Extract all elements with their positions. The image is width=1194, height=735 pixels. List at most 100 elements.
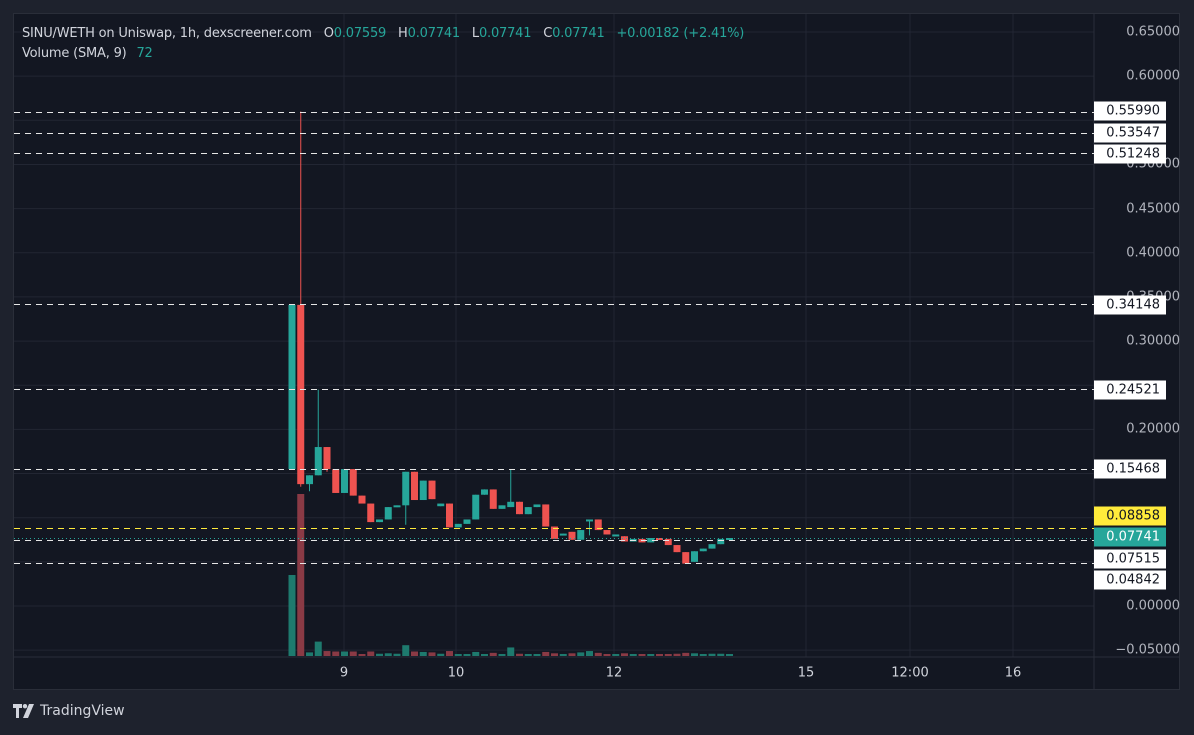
candle-up[interactable]	[463, 519, 471, 524]
price-axis-tick: 0.30000	[1126, 333, 1180, 349]
volume-bar	[454, 654, 462, 656]
price-line-tag: 0.15468	[1094, 459, 1166, 479]
legend-row-price: SINU/WETH on Uniswap, 1h, dexscreener.co…	[22, 24, 744, 44]
price-axis-tick: 0.40000	[1126, 245, 1180, 261]
volume-bar	[699, 654, 707, 656]
candle-down[interactable]	[664, 538, 672, 546]
candle-up[interactable]	[691, 551, 698, 562]
volume-indicator-value: 72	[136, 46, 153, 61]
price-line-tag: 0.34148	[1094, 295, 1166, 315]
candle-down[interactable]	[603, 530, 611, 535]
candle-up[interactable]	[376, 519, 383, 523]
volume-bar	[288, 575, 296, 656]
price-change: +0.00182 (+2.41%)	[616, 26, 745, 41]
candle-down[interactable]	[594, 519, 602, 531]
volume-bar	[332, 651, 340, 656]
price-axis-tick: 0.65000	[1126, 24, 1180, 40]
price-axis-tick: 0.20000	[1126, 421, 1180, 437]
time-axis-tick: 10	[447, 665, 465, 681]
volume-bar	[542, 651, 550, 656]
volume-bar	[498, 654, 506, 656]
candle-down[interactable]	[349, 469, 357, 496]
price-line-tag: 0.07515	[1094, 549, 1166, 569]
candle-up[interactable]	[306, 475, 313, 485]
symbol-title[interactable]: SINU/WETH on Uniswap, 1h, dexscreener.co…	[22, 26, 312, 41]
candle-down[interactable]	[297, 304, 305, 485]
close-label: C	[543, 26, 553, 41]
volume-bar	[306, 652, 313, 656]
candle-up[interactable]	[384, 507, 392, 520]
candle-down[interactable]	[516, 501, 523, 515]
candle-down[interactable]	[411, 471, 418, 501]
volume-indicator-label[interactable]: Volume (SMA, 9)	[22, 46, 127, 61]
candle-up[interactable]	[393, 505, 401, 508]
volume-bar	[516, 653, 523, 656]
candle-up[interactable]	[341, 469, 348, 493]
candle-up[interactable]	[402, 471, 410, 506]
candle-down[interactable]	[673, 545, 681, 553]
time-axis-tick: 12:00	[891, 665, 929, 681]
candle-up[interactable]	[717, 538, 725, 545]
candle-up[interactable]	[647, 538, 655, 543]
candle-up[interactable]	[419, 480, 427, 501]
candle-up[interactable]	[559, 533, 567, 536]
open-value: 0.07559	[333, 26, 387, 41]
low-value: 0.07741	[478, 26, 532, 41]
candle-up[interactable]	[481, 489, 488, 495]
candle-up[interactable]	[498, 505, 506, 509]
candle-up[interactable]	[524, 507, 532, 515]
candle-down[interactable]	[367, 503, 375, 523]
tradingview-branding[interactable]: TradingView	[13, 703, 125, 719]
candle-up[interactable]	[586, 519, 593, 522]
candle-up[interactable]	[708, 544, 716, 549]
volume-bar	[367, 651, 375, 656]
candle-down[interactable]	[656, 538, 663, 541]
time-axis-tick: 9	[339, 665, 349, 681]
low-label: L	[471, 26, 479, 41]
candle-up[interactable]	[314, 447, 322, 476]
candle-down[interactable]	[323, 447, 331, 470]
candle-down[interactable]	[428, 480, 436, 500]
volume-bar	[586, 651, 593, 656]
volume-bar	[638, 654, 646, 656]
volume-bar	[708, 653, 716, 656]
candle-down[interactable]	[446, 503, 453, 528]
time-axis-tick: 15	[797, 665, 815, 681]
candle-down[interactable]	[358, 495, 366, 504]
tradingview-logo-text: TradingView	[40, 703, 125, 719]
candle-down[interactable]	[542, 504, 550, 527]
candle-up[interactable]	[699, 548, 707, 552]
candle-up[interactable]	[454, 523, 462, 528]
volume-bar	[612, 654, 620, 656]
volume-bar	[524, 654, 532, 656]
candle-up[interactable]	[507, 501, 515, 508]
volume-bar	[568, 653, 576, 656]
candle-up[interactable]	[612, 534, 620, 537]
candle-up[interactable]	[577, 530, 585, 540]
tradingview-logo-icon	[13, 704, 34, 718]
volume-bar	[664, 654, 672, 656]
candle-up[interactable]	[533, 504, 541, 508]
volume-bar	[446, 651, 453, 656]
volume-bar	[682, 652, 690, 656]
price-line-tag: 0.51248	[1094, 144, 1166, 164]
candle-up[interactable]	[288, 304, 296, 470]
candle-up[interactable]	[726, 538, 733, 541]
candle-down[interactable]	[551, 526, 558, 539]
candle-down[interactable]	[332, 469, 340, 493]
close-value: 0.07741	[552, 26, 605, 41]
volume-bar	[297, 494, 305, 656]
candle-down[interactable]	[682, 552, 690, 564]
candle-up[interactable]	[472, 494, 480, 520]
candle-down[interactable]	[568, 531, 576, 540]
volume-bar	[358, 654, 366, 656]
candle-down[interactable]	[489, 489, 497, 509]
chart-panel[interactable]	[13, 13, 1180, 690]
candle-up[interactable]	[437, 503, 445, 507]
volume-bar	[629, 654, 637, 656]
volume-bar	[559, 654, 567, 656]
candle-down[interactable]	[621, 536, 628, 542]
volume-bar	[411, 651, 418, 656]
volume-bar	[384, 653, 392, 656]
